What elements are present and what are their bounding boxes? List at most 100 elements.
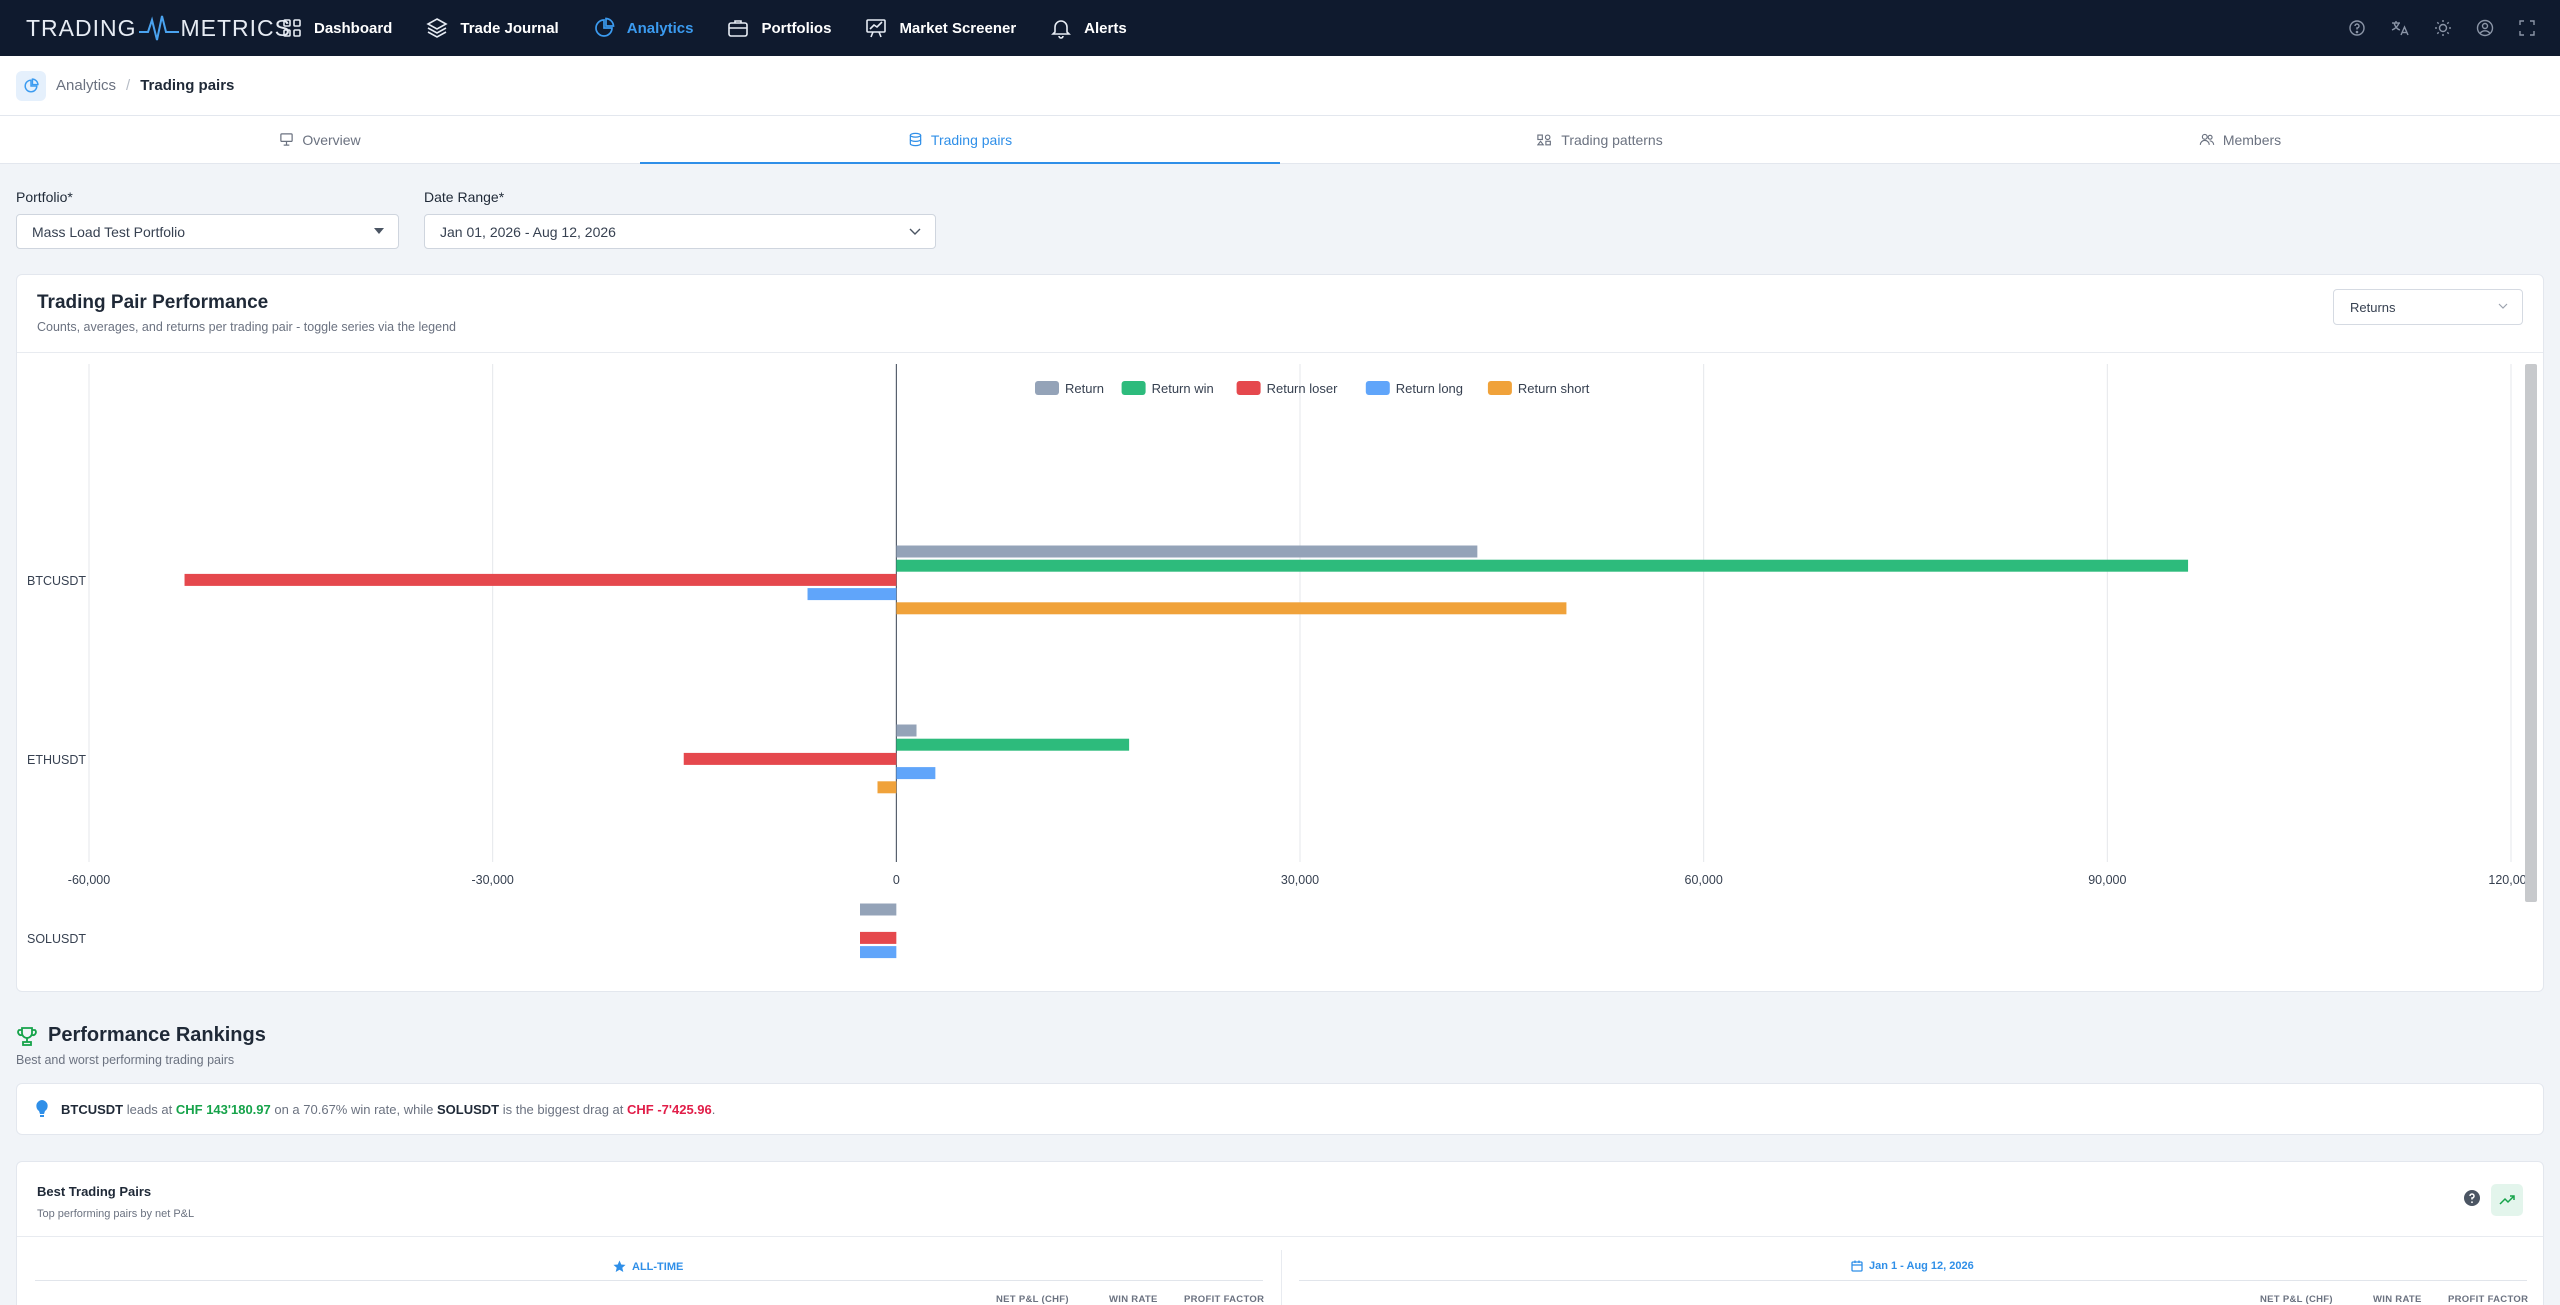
rankings-insight: BTCUSDT leads at CHF 143'180.97 on a 70.… xyxy=(16,1083,2544,1135)
bar-ethusdt-return-loser xyxy=(683,752,897,765)
trending-up-icon xyxy=(2499,1195,2515,1205)
translate-icon[interactable] xyxy=(2390,19,2410,37)
bar-btcusdt-return xyxy=(896,545,1478,558)
date-range-picker[interactable]: Jan 01, 2026 - Aug 12, 2026 xyxy=(424,214,936,249)
presentation-icon xyxy=(280,133,294,146)
legend-swatch xyxy=(1487,381,1512,395)
legend-label-return-win: Return win xyxy=(1152,381,1214,396)
nav-label: Market Screener xyxy=(899,19,1017,37)
portfolio-selected-value: Mass Load Test Portfolio xyxy=(32,223,186,240)
nav-label: Portfolios xyxy=(761,19,832,37)
tab-trading-patterns[interactable]: Trading patterns xyxy=(1280,116,1920,163)
period-label: Jan 1 - Aug 12, 2026 xyxy=(1869,1260,1974,1272)
analytics-crumb-icon xyxy=(16,70,46,101)
bar-solusdt-return xyxy=(860,903,897,916)
logo-text-left: TRADING xyxy=(26,14,137,41)
tab-overview[interactable]: Overview xyxy=(0,116,640,163)
top-navigation: TRADING METRICS Dashboard Trade Journal … xyxy=(0,0,2560,56)
x-tick-label: 90,000 xyxy=(2088,873,2126,887)
app-logo[interactable]: TRADING METRICS xyxy=(26,14,291,42)
best-pairs-title: Best Trading Pairs xyxy=(37,1184,152,1199)
nav-label: Alerts xyxy=(1084,19,1127,37)
tab-members[interactable]: Members xyxy=(1920,116,2560,163)
trading-pair-bar-chart: -60,000 -30,000 0 30,000 60,000 90,000 120,000… xyxy=(27,364,2537,959)
chart-title: Trading Pair Performance xyxy=(37,292,269,313)
database-icon xyxy=(909,132,922,147)
period-divider xyxy=(1299,1280,2527,1281)
bar-solusdt-return-long xyxy=(860,946,897,959)
theme-sun-icon[interactable] xyxy=(2434,19,2452,37)
legend-swatch xyxy=(1236,381,1261,395)
portfolio-select[interactable]: Mass Load Test Portfolio xyxy=(16,214,399,249)
x-tick-label: -60,000 xyxy=(68,873,110,887)
fullscreen-icon[interactable] xyxy=(2518,19,2536,37)
tab-label: Trading pairs xyxy=(930,131,1013,148)
nav-item-trade-journal[interactable]: Trade Journal xyxy=(426,17,559,39)
layers-icon xyxy=(426,18,449,38)
breadcrumb-parent-link[interactable]: Analytics xyxy=(56,77,117,94)
help-icon[interactable] xyxy=(2348,19,2366,37)
bell-icon xyxy=(1051,20,1072,39)
legend-label-return-long: Return long xyxy=(1396,381,1463,396)
bar-btcusdt-return-loser xyxy=(184,573,897,586)
y-category-label: SOLUSDT xyxy=(27,932,86,946)
best-pair-value: CHF 143'180.97 xyxy=(175,1101,271,1117)
bar-btcusdt-return-win xyxy=(896,559,2189,572)
nav-label: Dashboard xyxy=(314,19,393,37)
account-icon[interactable] xyxy=(2476,19,2494,37)
analytics-tabs: Overview Trading pairs Trading patterns … xyxy=(0,116,2560,164)
legend-swatch xyxy=(1365,381,1390,395)
nav-item-market-screener[interactable]: Market Screener xyxy=(865,17,1016,39)
breadcrumb-current: Trading pairs xyxy=(140,77,235,94)
column-header-win-rate[interactable]: WIN RATE xyxy=(2373,1294,2422,1305)
bar-btcusdt-return-short xyxy=(896,602,1567,615)
bar-solusdt-return-loser xyxy=(860,931,897,944)
trend-toggle-button[interactable] xyxy=(2491,1184,2523,1216)
column-separator xyxy=(1281,1250,1282,1305)
nav-label: Trade Journal xyxy=(460,19,559,37)
metric-select[interactable]: Returns xyxy=(2333,289,2523,325)
chevron-down-icon xyxy=(2498,303,2508,309)
column-header-net-pnl[interactable]: NET P&L (CHF) xyxy=(2260,1294,2333,1305)
period-divider xyxy=(35,1280,1263,1281)
chart-scrollbar xyxy=(2525,364,2537,902)
bar-ethusdt-return-win xyxy=(896,738,1130,751)
rankings-section-title: Performance Rankings xyxy=(16,1024,266,1047)
nav-item-analytics[interactable]: Analytics xyxy=(593,17,694,39)
insight-text: . xyxy=(711,1101,716,1117)
insight-text: leads at xyxy=(123,1101,176,1117)
nav-item-alerts[interactable]: Alerts xyxy=(1050,17,1127,39)
legend-label-return-short: Return short xyxy=(1518,381,1590,396)
nav-label: Analytics xyxy=(626,19,694,37)
tab-label: Trading patterns xyxy=(1561,131,1663,148)
period-all-time: ALL-TIME xyxy=(613,1260,683,1273)
trophy-icon xyxy=(17,1026,37,1046)
rankings-title-text: Performance Rankings xyxy=(48,1024,266,1046)
tab-trading-pairs[interactable]: Trading pairs xyxy=(640,116,1280,164)
users-icon xyxy=(2199,133,2215,145)
x-tick-label: 0 xyxy=(893,873,900,887)
column-header-profit-factor[interactable]: PROFIT FACTOR xyxy=(1184,1294,1265,1305)
breadcrumb: Analytics / Trading pairs xyxy=(0,56,2560,116)
column-header-win-rate[interactable]: WIN RATE xyxy=(1109,1294,1158,1305)
pie-chart-icon xyxy=(594,17,615,37)
pulse-logo-icon xyxy=(138,15,179,41)
help-icon[interactable] xyxy=(2463,1189,2481,1212)
pattern-icon xyxy=(1537,134,1552,146)
period-date-range: Jan 1 - Aug 12, 2026 xyxy=(1851,1260,1974,1272)
worst-pair-name: SOLUSDT xyxy=(436,1101,500,1117)
best-trading-pairs-card: Best Trading Pairs Top performing pairs … xyxy=(16,1161,2544,1305)
nav-item-portfolios[interactable]: Portfolios xyxy=(727,17,831,39)
nav-utilities xyxy=(2324,0,2536,56)
chart-subtitle: Counts, averages, and returns per tradin… xyxy=(37,320,456,334)
star-icon xyxy=(613,1260,626,1272)
column-header-profit-factor[interactable]: PROFIT FACTOR xyxy=(2448,1294,2529,1305)
date-range-label: Date Range* xyxy=(424,189,505,205)
insight-text: on a 70.67% win rate, while xyxy=(270,1101,437,1117)
portfolio-label: Portfolio* xyxy=(16,189,73,205)
nav-item-dashboard[interactable]: Dashboard xyxy=(282,18,392,38)
rankings-subtitle: Best and worst performing trading pairs xyxy=(16,1053,235,1067)
column-header-net-pnl[interactable]: NET P&L (CHF) xyxy=(996,1294,1069,1305)
chevron-down-icon xyxy=(909,228,921,235)
lightbulb-icon xyxy=(36,1100,48,1117)
